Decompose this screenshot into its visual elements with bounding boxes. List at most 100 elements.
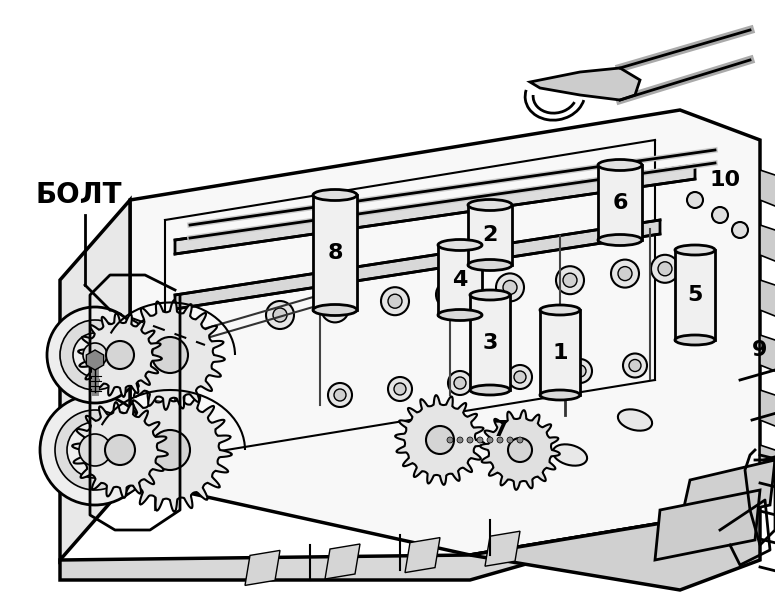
Text: 5: 5 [687, 285, 703, 305]
Circle shape [328, 301, 342, 315]
Circle shape [732, 222, 748, 238]
Polygon shape [405, 538, 440, 573]
Polygon shape [675, 250, 715, 340]
Polygon shape [72, 402, 168, 498]
Ellipse shape [675, 245, 715, 255]
Circle shape [79, 434, 111, 466]
Polygon shape [760, 170, 775, 210]
Text: 4: 4 [453, 270, 467, 290]
Text: 1: 1 [553, 342, 568, 362]
Circle shape [517, 437, 523, 443]
Ellipse shape [468, 259, 512, 270]
Polygon shape [760, 390, 775, 430]
Circle shape [443, 288, 457, 302]
Text: 9: 9 [753, 340, 768, 360]
Circle shape [477, 437, 483, 443]
Ellipse shape [313, 304, 357, 315]
Circle shape [105, 435, 135, 465]
Ellipse shape [598, 235, 642, 246]
Circle shape [454, 377, 466, 389]
Circle shape [67, 422, 123, 478]
Polygon shape [540, 310, 580, 395]
Polygon shape [480, 410, 560, 490]
Circle shape [55, 410, 135, 490]
Circle shape [436, 281, 464, 309]
Polygon shape [760, 335, 775, 375]
Circle shape [106, 341, 134, 369]
Text: 2: 2 [482, 225, 498, 245]
Ellipse shape [438, 309, 482, 320]
Circle shape [321, 294, 349, 322]
Circle shape [266, 301, 294, 329]
Polygon shape [468, 205, 512, 265]
Circle shape [328, 383, 352, 407]
Circle shape [60, 320, 130, 390]
Circle shape [47, 307, 143, 403]
Circle shape [457, 437, 463, 443]
Polygon shape [60, 200, 130, 560]
Polygon shape [470, 480, 760, 590]
Ellipse shape [540, 305, 580, 315]
Circle shape [334, 389, 346, 401]
Circle shape [394, 383, 406, 395]
Circle shape [623, 354, 647, 378]
Circle shape [687, 192, 703, 208]
Ellipse shape [438, 240, 482, 251]
Text: БОЛТ: БОЛТ [35, 181, 122, 209]
Polygon shape [245, 551, 280, 585]
Polygon shape [655, 490, 760, 560]
Polygon shape [760, 445, 775, 485]
Circle shape [574, 365, 586, 377]
Polygon shape [175, 165, 695, 254]
Ellipse shape [470, 290, 510, 300]
Polygon shape [325, 544, 360, 579]
Text: 6: 6 [612, 193, 628, 213]
Circle shape [381, 287, 409, 315]
Ellipse shape [468, 200, 512, 211]
Polygon shape [60, 520, 680, 580]
Circle shape [712, 207, 728, 223]
Polygon shape [313, 195, 357, 310]
Circle shape [426, 426, 454, 454]
Circle shape [497, 437, 503, 443]
Polygon shape [760, 225, 775, 265]
Circle shape [448, 371, 472, 395]
Circle shape [273, 308, 287, 322]
Polygon shape [86, 350, 104, 370]
Polygon shape [438, 245, 482, 315]
Circle shape [73, 333, 117, 377]
Circle shape [40, 395, 150, 505]
Text: 7: 7 [492, 420, 508, 440]
Circle shape [388, 377, 412, 401]
Circle shape [556, 266, 584, 294]
Polygon shape [760, 280, 775, 320]
Circle shape [487, 437, 493, 443]
Circle shape [568, 359, 592, 383]
Polygon shape [109, 388, 232, 512]
Circle shape [618, 267, 632, 281]
Circle shape [83, 343, 107, 367]
Text: 3: 3 [482, 333, 498, 352]
Ellipse shape [470, 385, 510, 395]
Circle shape [507, 437, 513, 443]
Polygon shape [130, 110, 760, 555]
Ellipse shape [313, 190, 357, 200]
Ellipse shape [618, 409, 652, 431]
Polygon shape [530, 68, 640, 100]
Circle shape [629, 360, 641, 371]
Circle shape [651, 255, 679, 283]
Circle shape [503, 280, 517, 294]
Polygon shape [680, 460, 775, 525]
Circle shape [508, 438, 532, 462]
Circle shape [514, 371, 526, 383]
Ellipse shape [540, 390, 580, 400]
Polygon shape [395, 395, 485, 485]
Circle shape [447, 437, 453, 443]
Circle shape [508, 365, 532, 389]
Polygon shape [115, 300, 225, 410]
Polygon shape [485, 531, 520, 566]
Circle shape [467, 437, 473, 443]
Circle shape [611, 259, 639, 288]
Polygon shape [470, 295, 510, 390]
Text: 10: 10 [710, 170, 741, 190]
